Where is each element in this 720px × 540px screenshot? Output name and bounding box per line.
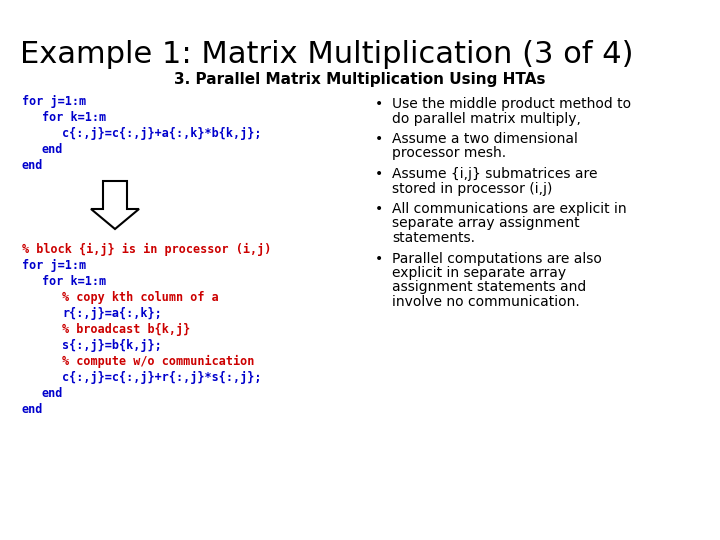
Text: processor mesh.: processor mesh. [392, 146, 506, 160]
Text: end: end [42, 143, 63, 156]
Text: s{:,j}=b{k,j};: s{:,j}=b{k,j}; [62, 339, 162, 352]
Text: 3. Parallel Matrix Multiplication Using HTAs: 3. Parallel Matrix Multiplication Using … [174, 72, 546, 87]
Text: end: end [42, 387, 63, 400]
Text: •: • [375, 252, 383, 266]
Text: •: • [375, 97, 383, 111]
Text: Example 1: Matrix Multiplication (3 of 4): Example 1: Matrix Multiplication (3 of 4… [20, 40, 634, 69]
Text: •: • [375, 132, 383, 146]
Text: Assume {i,j} submatrices are: Assume {i,j} submatrices are [392, 167, 598, 181]
Text: % broadcast b{k,j}: % broadcast b{k,j} [62, 323, 190, 336]
Text: for k=1:m: for k=1:m [42, 275, 106, 288]
Text: assignment statements and: assignment statements and [392, 280, 586, 294]
Text: Parallel computations are also: Parallel computations are also [392, 252, 602, 266]
Text: for j=1:m: for j=1:m [22, 95, 86, 108]
Text: explicit in separate array: explicit in separate array [392, 266, 566, 280]
Text: separate array assignment: separate array assignment [392, 217, 580, 231]
Text: end: end [22, 159, 43, 172]
Text: involve no communication.: involve no communication. [392, 295, 580, 309]
Text: statements.: statements. [392, 231, 475, 245]
Text: r{:,j}=a{:,k};: r{:,j}=a{:,k}; [62, 307, 162, 320]
Text: Assume a two dimensional: Assume a two dimensional [392, 132, 578, 146]
Text: stored in processor (i,j): stored in processor (i,j) [392, 181, 552, 195]
Text: •: • [375, 202, 383, 216]
Text: % block {i,j} is in processor (i,j): % block {i,j} is in processor (i,j) [22, 243, 271, 256]
Text: •: • [375, 167, 383, 181]
Text: do parallel matrix multiply,: do parallel matrix multiply, [392, 111, 581, 125]
Text: for k=1:m: for k=1:m [42, 111, 106, 124]
Text: c{:,j}=c{:,j}+r{:,j}*s{:,j};: c{:,j}=c{:,j}+r{:,j}*s{:,j}; [62, 371, 261, 384]
Text: end: end [22, 403, 43, 416]
Text: Use the middle product method to: Use the middle product method to [392, 97, 631, 111]
Text: % copy kth column of a: % copy kth column of a [62, 291, 219, 304]
Text: % compute w/o communication: % compute w/o communication [62, 355, 254, 368]
Text: c{:,j}=c{:,j}+a{:,k}*b{k,j};: c{:,j}=c{:,j}+a{:,k}*b{k,j}; [62, 127, 261, 140]
Text: All communications are explicit in: All communications are explicit in [392, 202, 626, 216]
Text: for j=1:m: for j=1:m [22, 259, 86, 272]
